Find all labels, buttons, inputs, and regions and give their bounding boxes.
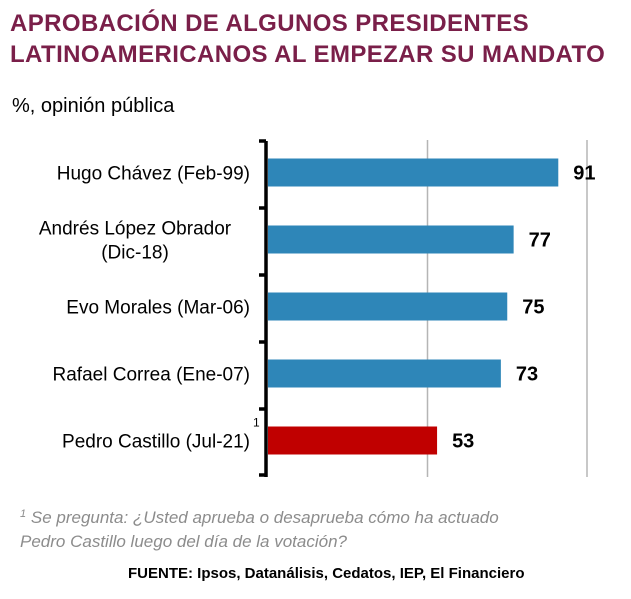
category-axis xyxy=(259,139,268,477)
category-label-line: Andrés López Obrador xyxy=(39,219,232,240)
footnote-marker-on-label: 1 xyxy=(253,416,260,430)
category-label-line: Hugo Chávez (Feb-99) xyxy=(57,164,250,185)
footnote: 1 Se pregunta: ¿Usted aprueba o desaprue… xyxy=(20,502,620,554)
footnote-marker: 1 xyxy=(20,508,27,520)
bar-0 xyxy=(268,158,559,187)
unit-label: %, opinión pública xyxy=(12,95,175,117)
category-label-line: Evo Morales (Mar-06) xyxy=(66,298,250,319)
bar-2 xyxy=(268,292,508,321)
footnote-line-2: Pedro Castillo luego del día de la votac… xyxy=(20,532,347,551)
category-label-line: Rafael Correa (Ene-07) xyxy=(53,365,250,386)
category-label-3: Rafael Correa (Ene-07) xyxy=(53,365,250,386)
title-line-2: LATINOAMERICANOS AL EMPEZAR SU MANDATO xyxy=(10,41,606,68)
bars xyxy=(268,158,559,455)
category-label-0: Hugo Chávez (Feb-99) xyxy=(57,164,250,185)
bar-4 xyxy=(268,426,438,455)
value-label-0: 91 xyxy=(573,163,595,185)
category-label-1: Andrés López Obrador (Dic-18) xyxy=(39,219,232,264)
value-label-1: 77 xyxy=(529,230,551,252)
category-label-2: Evo Morales (Mar-06) xyxy=(66,298,250,319)
labels: 91 Hugo Chávez (Feb-99) 77 Andrés López Obr… xyxy=(39,163,596,453)
bar-3 xyxy=(268,359,501,388)
title-line-1: APROBACIÓN DE ALGUNOS PRESIDENTES xyxy=(10,10,530,37)
chart-title: APROBACIÓN DE ALGUNOS PRESIDENTES LATINO… xyxy=(10,8,625,70)
value-label-4: 53 xyxy=(452,431,474,453)
value-label-2: 75 xyxy=(522,297,544,319)
source-note: FUENTE: Ipsos, Datanálisis, Cedatos, IEP… xyxy=(128,565,525,582)
category-label-line: (Dic-18) xyxy=(101,243,169,264)
category-label-4: Pedro Castillo (Jul-21) xyxy=(62,432,250,453)
footnote-line-1: Se pregunta: ¿Usted aprueba o desaprueba… xyxy=(30,508,499,527)
value-label-3: 73 xyxy=(516,364,538,386)
bar-1 xyxy=(268,225,514,254)
category-label-line: Pedro Castillo (Jul-21) xyxy=(62,432,250,453)
